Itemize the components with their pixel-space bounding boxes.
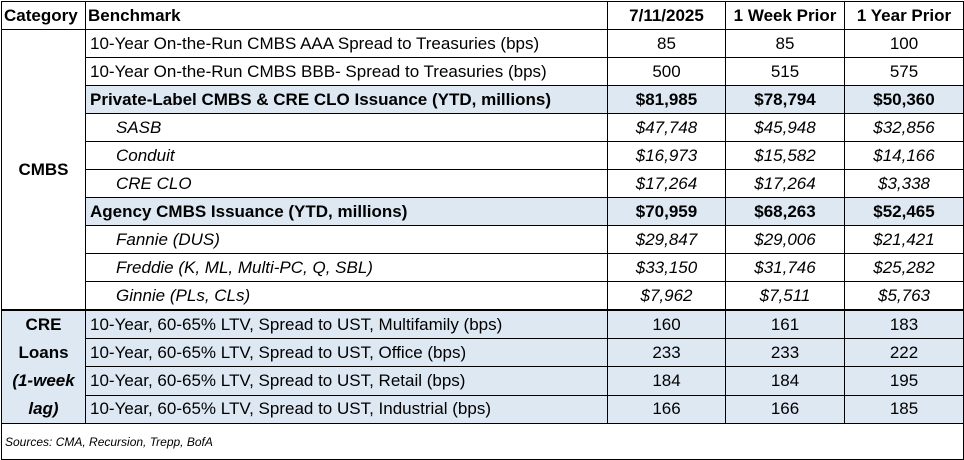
value-year-prior: 100 [844, 29, 964, 58]
value-current: $47,748 [607, 113, 726, 142]
value-year-prior: $5,763 [844, 281, 964, 311]
header-year-prior: 1 Year Prior [844, 1, 964, 30]
table-row: CMBS 10-Year On-the-Run CMBS AAA Spread … [1, 29, 964, 311]
category-cre-line3: (1-week [12, 371, 75, 390]
benchmark-name: Conduit [85, 141, 608, 170]
table-row: Ginnie (PLs, CLs) $7,962 $7,511 $5,763 [2, 281, 964, 311]
value-current: 85 [607, 29, 726, 58]
category-cmbs: CMBS [1, 29, 86, 311]
value-current: $81,985 [607, 85, 726, 114]
value-year-prior: $21,421 [844, 225, 964, 254]
table-row: 10-Year, 60-65% LTV, Spread to UST, Indu… [2, 394, 964, 425]
table-row: Fannie (DUS) $29,847 $29,006 $21,421 [2, 225, 964, 254]
benchmark-name: 10-Year, 60-65% LTV, Spread to UST, Mult… [85, 309, 608, 340]
benchmark-name: SASB [85, 113, 608, 142]
value-year-prior: $14,166 [844, 141, 964, 170]
value-current: $70,959 [607, 197, 726, 226]
header-benchmark: Benchmark [85, 1, 608, 30]
value-year-prior: 222 [844, 338, 964, 368]
category-cre-line1: CRE [25, 315, 62, 334]
benchmark-name: 10-Year On-the-Run CMBS BBB- Spread to T… [85, 57, 608, 86]
table-row: 10-Year, 60-65% LTV, Spread to UST, Reta… [2, 366, 964, 396]
table-row: CRE CLO $17,264 $17,264 $3,338 [2, 169, 964, 198]
value-current: 233 [607, 338, 726, 368]
benchmark-name: Private-Label CMBS & CRE CLO Issuance (Y… [85, 85, 608, 114]
value-current: $16,973 [607, 141, 726, 170]
category-cre-loans: CRE Loans (1-week lag) [1, 309, 86, 424]
value-year-prior: 575 [844, 57, 964, 86]
value-year-prior: $25,282 [844, 253, 964, 282]
header-category: Category [1, 1, 86, 30]
value-year-prior: 183 [844, 309, 964, 340]
value-current: 184 [607, 366, 726, 396]
table-row-subtotal: Private-Label CMBS & CRE CLO Issuance (Y… [2, 85, 964, 114]
value-current: 160 [607, 309, 726, 340]
value-year-prior: 185 [844, 394, 964, 425]
header-week-prior: 1 Week Prior [725, 1, 845, 30]
table-row: 10-Year, 60-65% LTV, Spread to UST, Offi… [2, 338, 964, 368]
table-row: 10-Year On-the-Run CMBS BBB- Spread to T… [2, 57, 964, 86]
sources-row: Sources: CMA, Recursion, Trepp, BofA [1, 423, 964, 460]
benchmark-name: Ginnie (PLs, CLs) [85, 281, 608, 311]
value-current: $17,264 [607, 169, 726, 198]
table-row: Freddie (K, ML, Multi-PC, Q, SBL) $33,15… [2, 253, 964, 282]
value-current: 166 [607, 394, 726, 425]
value-week-prior: $78,794 [725, 85, 845, 114]
value-week-prior: $15,582 [725, 141, 845, 170]
value-week-prior: 85 [725, 29, 845, 58]
value-week-prior: 166 [725, 394, 845, 425]
value-current: $29,847 [607, 225, 726, 254]
value-year-prior: 195 [844, 366, 964, 396]
value-week-prior: 184 [725, 366, 845, 396]
table-row-subtotal: Agency CMBS Issuance (YTD, millions) $70… [2, 197, 964, 226]
value-week-prior: 515 [725, 57, 845, 86]
value-week-prior: 161 [725, 309, 845, 340]
benchmark-name: 10-Year On-the-Run CMBS AAA Spread to Tr… [85, 29, 608, 58]
benchmark-name: Freddie (K, ML, Multi-PC, Q, SBL) [85, 253, 608, 282]
value-current: 500 [607, 57, 726, 86]
value-week-prior: $31,746 [725, 253, 845, 282]
value-year-prior: $50,360 [844, 85, 964, 114]
header-row: Category Benchmark 7/11/2025 1 Week Prio… [1, 1, 964, 30]
value-week-prior: $29,006 [725, 225, 845, 254]
header-current-date: 7/11/2025 [607, 1, 726, 30]
category-cre-line4: lag) [28, 399, 59, 418]
value-current: $33,150 [607, 253, 726, 282]
sources-note: Sources: CMA, Recursion, Trepp, BofA [1, 423, 964, 460]
table-row: SASB $47,748 $45,948 $32,856 [2, 113, 964, 142]
benchmark-name: CRE CLO [85, 169, 608, 198]
value-week-prior: $17,264 [725, 169, 845, 198]
value-year-prior: $32,856 [844, 113, 964, 142]
value-week-prior: 233 [725, 338, 845, 368]
value-current: $7,962 [607, 281, 726, 311]
benchmark-name: Agency CMBS Issuance (YTD, millions) [85, 197, 608, 226]
value-week-prior: $45,948 [725, 113, 845, 142]
benchmark-name: 10-Year, 60-65% LTV, Spread to UST, Reta… [85, 366, 608, 396]
benchmark-name: 10-Year, 60-65% LTV, Spread to UST, Offi… [85, 338, 608, 368]
value-week-prior: $7,511 [725, 281, 845, 311]
benchmark-name: 10-Year, 60-65% LTV, Spread to UST, Indu… [85, 394, 608, 425]
category-cre-line2: Loans [18, 343, 69, 362]
value-year-prior: $3,338 [844, 169, 964, 198]
benchmark-name: Fannie (DUS) [85, 225, 608, 254]
table-row: Conduit $16,973 $15,582 $14,166 [2, 141, 964, 170]
table-row: CRE Loans (1-week lag) 10-Year, 60-65% L… [1, 309, 964, 424]
value-year-prior: $52,465 [844, 197, 964, 226]
value-week-prior: $68,263 [725, 197, 845, 226]
